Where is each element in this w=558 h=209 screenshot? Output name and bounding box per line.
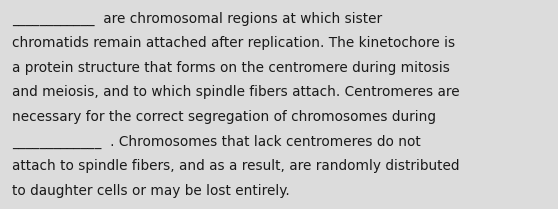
Text: to daughter cells or may be lost entirely.: to daughter cells or may be lost entirel… [12, 184, 290, 198]
Text: necessary for the correct segregation of chromosomes during: necessary for the correct segregation of… [12, 110, 436, 124]
Text: a protein structure that forms on the centromere during mitosis: a protein structure that forms on the ce… [12, 61, 450, 75]
Text: ____________  are chromosomal regions at which sister: ____________ are chromosomal regions at … [12, 11, 382, 26]
Text: and meiosis, and to which spindle fibers attach. Centromeres are: and meiosis, and to which spindle fibers… [12, 85, 460, 99]
Text: chromatids remain attached after replication. The kinetochore is: chromatids remain attached after replica… [12, 36, 455, 50]
Text: _____________  . Chromosomes that lack centromeres do not: _____________ . Chromosomes that lack ce… [12, 135, 421, 149]
Text: attach to spindle fibers, and as a result, are randomly distributed: attach to spindle fibers, and as a resul… [12, 159, 460, 173]
